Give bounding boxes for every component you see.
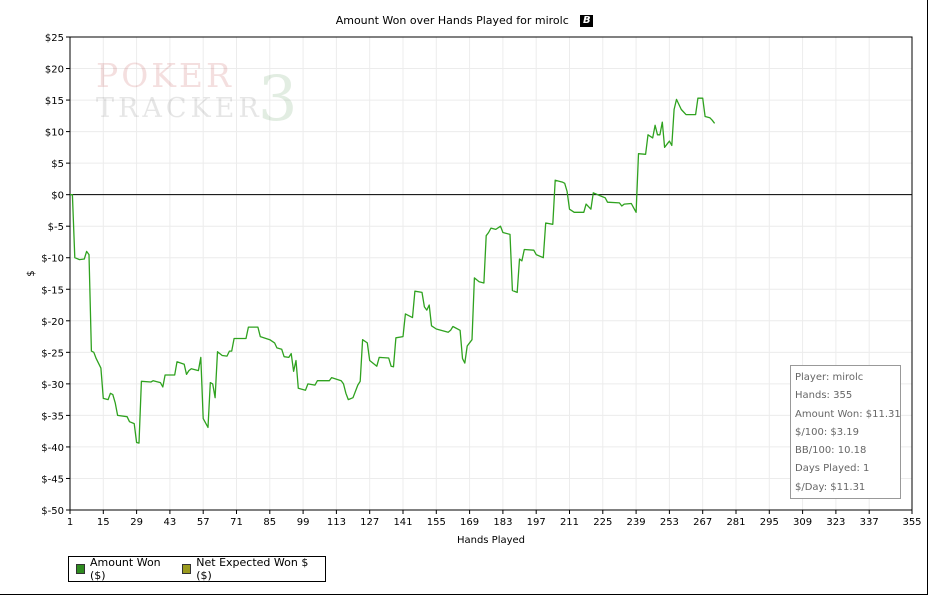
legend-swatch-net-expected (182, 564, 192, 574)
x-axis-label: Hands Played (457, 535, 525, 546)
y-tick-label: $-5 (48, 222, 64, 233)
x-tick-label: 57 (197, 517, 210, 528)
chart-legend: Amount Won ($) Net Expected Won $ ($) (68, 556, 326, 582)
y-tick-label: $-50 (41, 506, 64, 517)
y-tick-label: $20 (45, 65, 64, 76)
series-line-amount-won (70, 97, 716, 444)
y-tick-label: $-15 (41, 285, 64, 296)
x-tick-label: 155 (427, 517, 446, 528)
x-tick-label: 337 (860, 517, 879, 528)
y-tick-label: $-30 (41, 380, 64, 391)
y-tick-label: $5 (51, 159, 64, 170)
y-tick-label: $-45 (41, 474, 64, 485)
y-tick-label: $-20 (41, 317, 64, 328)
x-tick-label: 1 (67, 517, 73, 528)
y-tick-label: $15 (45, 96, 64, 107)
x-tick-label: 309 (793, 517, 812, 528)
x-tick-label: 281 (726, 517, 745, 528)
legend-item-amount-won[interactable]: Amount Won ($) (76, 556, 168, 582)
x-tick-label: 183 (493, 517, 512, 528)
x-tick-label: 113 (327, 517, 346, 528)
stat-amount-won: Amount Won: $11.31 (795, 408, 901, 420)
plot-area-border (69, 36, 913, 511)
legend-label-amount-won: Amount Won ($) (89, 556, 161, 582)
x-tick-label: 355 (902, 517, 921, 528)
y-tick-label: $25 (45, 33, 64, 44)
stat-player: Player: mirolc (795, 372, 864, 383)
x-tick-label: 85 (263, 517, 276, 528)
legend-label-net-expected: Net Expected Won $ ($) (196, 556, 309, 582)
y-tick-label: $-40 (41, 443, 64, 454)
x-tick-label: 295 (760, 517, 779, 528)
chart-title-bar: Amount Won over Hands Played for mirolc … (0, 14, 929, 27)
y-tick-label: $-25 (41, 348, 64, 359)
bluff-icon[interactable]: B (580, 15, 594, 27)
x-tick-label: 267 (693, 517, 712, 528)
x-tick-label: 127 (360, 517, 379, 528)
y-axis-label: $ (26, 270, 37, 276)
legend-item-net-expected[interactable]: Net Expected Won $ ($) (182, 556, 311, 582)
stat-per-100: $/100: $3.19 (795, 426, 859, 438)
x-tick-label: 15 (97, 517, 110, 528)
y-tick-label: $-35 (41, 411, 64, 422)
y-tick-label: $10 (45, 128, 64, 139)
x-tick-label: 225 (593, 517, 612, 528)
x-tick-label: 141 (393, 517, 412, 528)
y-tick-label: $-10 (41, 254, 64, 265)
stat-hands: Hands: 355 (795, 390, 853, 402)
stat-bb-100: BB/100: 10.18 (795, 445, 867, 457)
stat-per-day: $/Day: $11.31 (795, 481, 866, 493)
x-tick-label: 71 (230, 517, 243, 528)
legend-swatch-amount-won (76, 564, 85, 574)
x-tick-label: 169 (460, 517, 479, 528)
y-tick-label: $0 (51, 191, 64, 202)
chart-title: Amount Won over Hands Played for mirolc (335, 14, 569, 27)
x-tick-label: 29 (130, 517, 143, 528)
x-tick-label: 197 (527, 517, 546, 528)
x-tick-label: 211 (560, 517, 579, 528)
x-tick-label: 43 (164, 517, 177, 528)
x-tick-label: 253 (660, 517, 679, 528)
x-tick-label: 323 (826, 517, 845, 528)
x-tick-label: 99 (297, 517, 310, 528)
x-tick-label: 239 (627, 517, 646, 528)
stat-days-played: Days Played: 1 (795, 463, 870, 475)
player-stats-box: Player: mirolc Hands: 355 Amount Won: $1… (790, 365, 901, 499)
